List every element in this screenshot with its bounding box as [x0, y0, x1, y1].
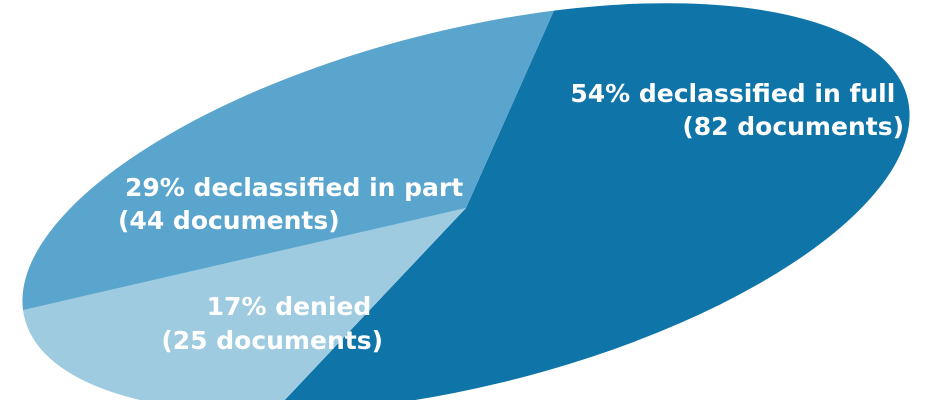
pie-slice-1	[23, 208, 466, 400]
slice-label-declassified-full-line2: (82 documents)	[682, 112, 904, 141]
slice-label-denied-line2: (25 documents)	[161, 326, 383, 355]
slice-label-declassified-full: 54% declassified in full (82 documents)	[570, 79, 904, 141]
pie-slice-2	[22, 10, 554, 311]
slice-label-denied-line1: 17% denied	[207, 292, 372, 321]
slice-label-declassified-part-line1: 29% declassified in part	[125, 173, 463, 202]
pie-slice-0	[284, 3, 910, 400]
slice-label-declassified-part: 29% declassified in part (44 documents)	[118, 173, 472, 235]
pie-slices	[22, 3, 910, 400]
slice-label-denied: 17% denied (25 documents)	[161, 292, 383, 355]
slice-label-declassified-full-line1: 54% declassified in full	[570, 79, 895, 108]
slice-label-declassified-part-line2: (44 documents)	[118, 206, 340, 235]
